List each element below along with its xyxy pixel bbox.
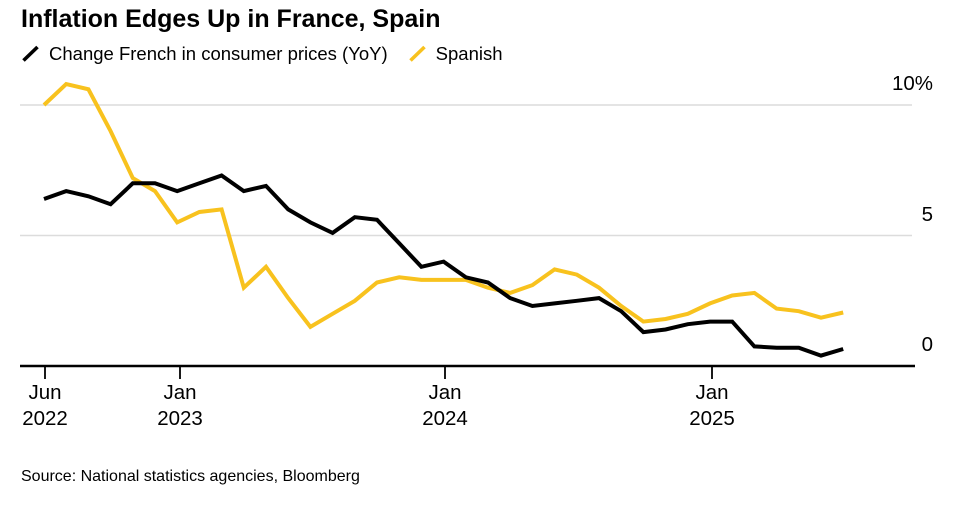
legend-label-french: Change French in consumer prices (YoY) xyxy=(49,43,388,64)
spanish-series-line xyxy=(42,81,844,330)
x-axis-label-jun-2022: Jun 2022 xyxy=(22,381,68,430)
source-note: Source: National statistics agencies, Bl… xyxy=(21,468,360,485)
y-axis-label-10pct: 10% xyxy=(891,72,933,95)
y-axis-label-0: 0 xyxy=(921,333,933,356)
french-line-legend-icon xyxy=(22,45,39,62)
legend-label-spanish: Spanish xyxy=(435,43,503,64)
chart-title: Inflation Edges Up in France, Spain xyxy=(21,5,441,33)
french-series-line xyxy=(43,173,844,358)
x-axis-label-jan-2024: Jan 2024 xyxy=(422,381,468,430)
spanish-line-legend-icon xyxy=(408,45,426,62)
x-axis-label-jan-2025: Jan 2025 xyxy=(689,381,735,430)
y-axis-label-5: 5 xyxy=(921,202,933,226)
legend-item-spanish: Spanish xyxy=(408,43,503,65)
chart-legend: Change French in consumer prices (YoY) S… xyxy=(21,43,503,65)
legend-item-french: Change French in consumer prices (YoY) xyxy=(21,43,388,65)
x-axis-label-jan-2023: Jan 2023 xyxy=(157,381,203,430)
